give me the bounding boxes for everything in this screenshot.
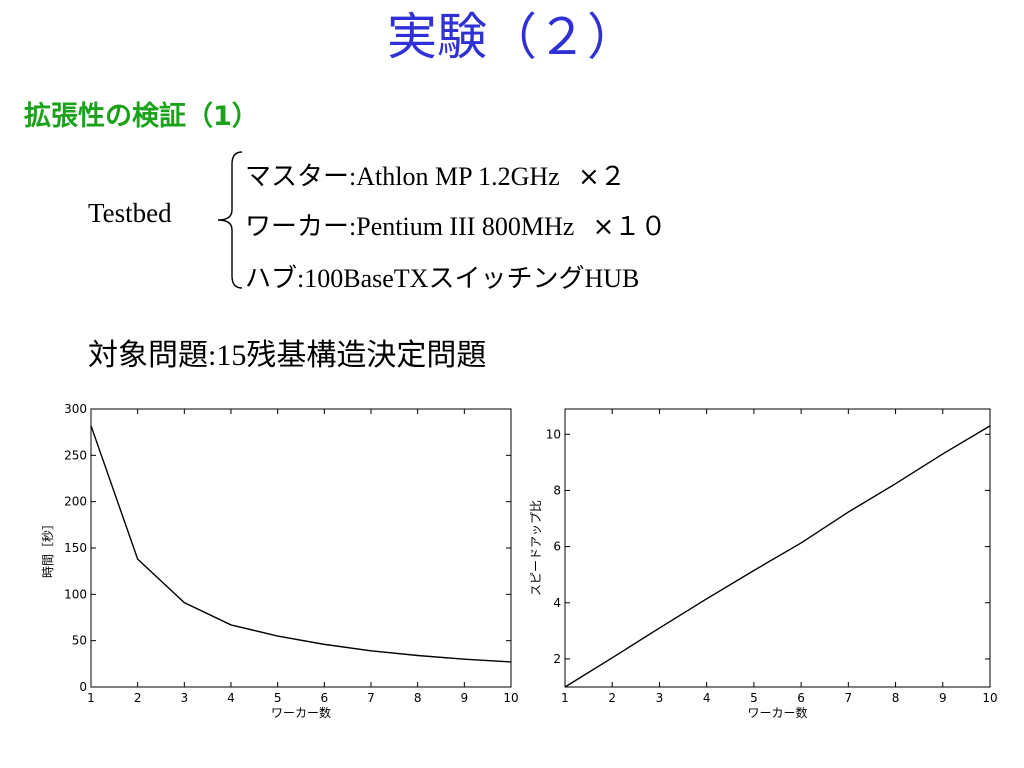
series-line <box>564 425 991 688</box>
x-tick-label: 7 <box>845 691 853 705</box>
y-tick-label: 4 <box>553 596 561 610</box>
x-tick-label: 9 <box>939 691 947 705</box>
y-tick-label: 300 <box>64 402 87 416</box>
target-label: 対象問題 <box>88 338 208 373</box>
y-tick-label: 2 <box>553 652 561 666</box>
x-tick-label: 10 <box>503 691 518 705</box>
plot-frame <box>564 408 991 688</box>
y-tick-label: 8 <box>553 483 561 497</box>
x-tick-label: 6 <box>797 691 805 705</box>
y-tick-label: 250 <box>64 448 87 462</box>
spec-hardware-suffix: HUB <box>584 264 640 293</box>
x-tick-label: 8 <box>414 691 422 705</box>
x-tick-label: 7 <box>367 691 375 705</box>
testbed-label: Testbed <box>88 198 172 228</box>
y-tick-label: 50 <box>72 634 87 648</box>
spec-hardware-type: スイッチング <box>428 264 585 294</box>
y-tick-label: 10 <box>546 427 561 441</box>
target-problem: 対象問題:15残基構造決定問題 <box>88 330 486 374</box>
series-line <box>90 425 512 663</box>
curly-brace-icon <box>217 151 243 289</box>
spec-role: マスター <box>245 162 350 192</box>
x-tick-label: 3 <box>656 691 664 705</box>
x-axis-label: ワーカー数 <box>747 705 807 720</box>
spec-separator: : <box>349 162 357 191</box>
y-axis-label: 時間［秒］ <box>41 518 55 578</box>
x-tick-label: 8 <box>892 691 900 705</box>
speedup-vs-workers-chart: 1 2 3 4 5 6 7 8 9 10 2 4 6 8 10 ワーカー数 スピードアップ比 <box>529 408 998 720</box>
x-tick-label: 4 <box>703 691 711 705</box>
spec-count: ×２ <box>577 162 626 192</box>
spec-separator: : <box>297 264 305 293</box>
spec-separator: : <box>349 212 357 241</box>
target-number: 15 <box>216 339 247 372</box>
x-tick-label: 1 <box>87 691 95 705</box>
spec-count: ×１０ <box>592 212 667 242</box>
y-tick-label: 100 <box>64 587 87 601</box>
testbed-line-master: マスター:Athlon MP 1.2GHz ×２ <box>245 156 626 193</box>
plot-frame <box>90 408 512 688</box>
spec-hardware: Athlon MP 1.2GHz <box>356 162 560 191</box>
target-separator: : <box>208 339 217 372</box>
spec-role: ワーカー <box>245 212 350 242</box>
spec-hardware: 100BaseTX <box>304 264 429 293</box>
y-tick-label: 6 <box>553 540 561 554</box>
x-tick-label: 1 <box>561 691 569 705</box>
x-tick-label: 5 <box>274 691 282 705</box>
spec-role: ハブ <box>245 264 298 294</box>
x-tick-label: 4 <box>227 691 235 705</box>
x-tick-label: 6 <box>321 691 329 705</box>
target-description: 残基構造決定問題 <box>246 338 487 373</box>
x-tick-label: 3 <box>181 691 189 705</box>
x-tick-label: 9 <box>461 691 469 705</box>
section-subtitle: 拡張性の検証（1） <box>24 101 259 132</box>
x-axis-label: ワーカー数 <box>271 705 331 720</box>
page-title: 実験（２） <box>387 8 637 66</box>
y-tick-label: 150 <box>64 541 87 555</box>
y-tick-label: 200 <box>64 495 87 509</box>
testbed-line-worker: ワーカー:Pentium III 800MHz ×１０ <box>245 206 666 243</box>
x-tick-label: 2 <box>134 691 142 705</box>
x-tick-label: 2 <box>608 691 616 705</box>
x-tick-label: 5 <box>750 691 758 705</box>
testbed-line-hub: ハブ:100BaseTXスイッチングHUB <box>245 258 639 295</box>
spec-hardware: Pentium III 800MHz <box>356 212 575 241</box>
x-tick-label: 10 <box>982 691 997 705</box>
y-axis-label: スピードアップ比 <box>529 500 543 596</box>
y-tick-label: 0 <box>79 680 87 694</box>
